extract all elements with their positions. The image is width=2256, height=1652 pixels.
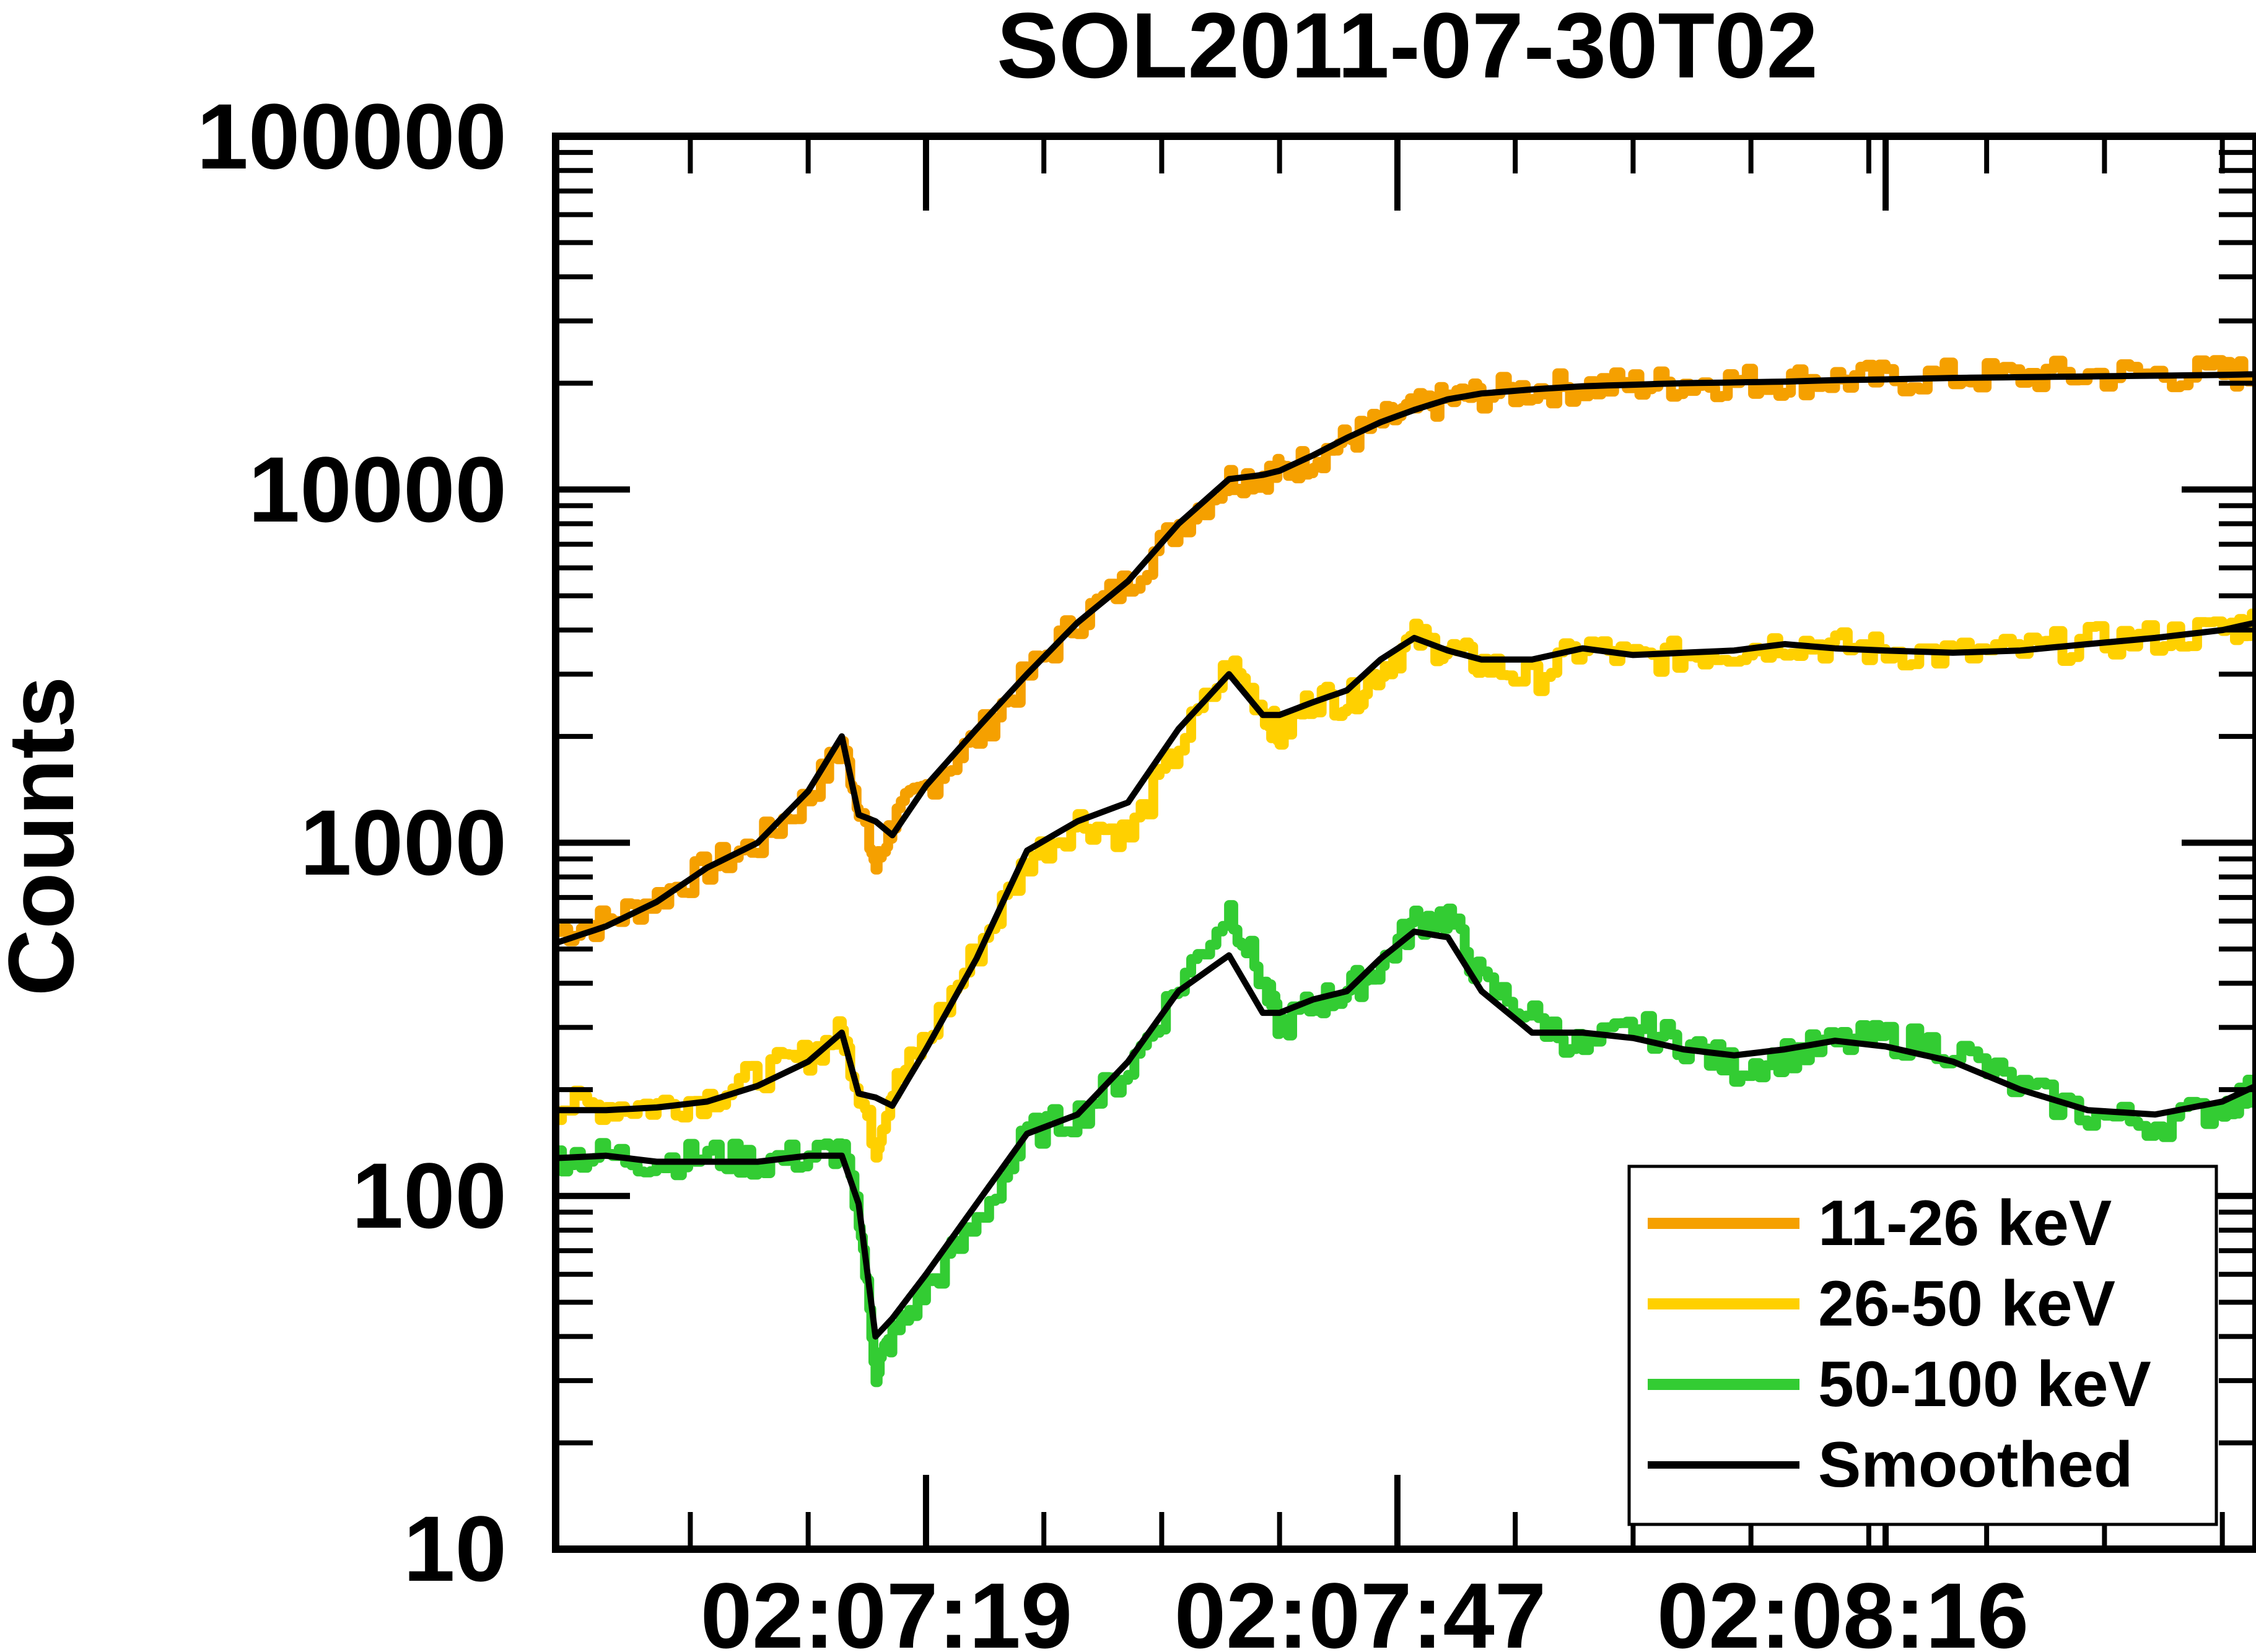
chart-title: SOL2011-07-30T02 — [997, 0, 1818, 97]
series-smoothed-50-100-kev — [555, 929, 2256, 1340]
y-tick-label-10000: 10000 — [248, 437, 507, 541]
series-smoothed-11-26-kev — [554, 371, 2256, 946]
x-tick-label-2: 02:07:47 — [1174, 1563, 1546, 1652]
y-axis-label: Counts — [0, 676, 93, 997]
series-smoothed-26-50-kev — [556, 619, 2256, 1114]
legend-label-50-100: 50-100 keV — [1818, 1348, 2151, 1420]
legend-label-smoothed: Smoothed — [1818, 1429, 2133, 1501]
y-tick-label-100: 100 — [352, 1143, 507, 1248]
legend-label-26-50: 26-50 keV — [1818, 1268, 2115, 1340]
series-layer — [554, 355, 2256, 1388]
x-tick-labels: 02:07:19 02:07:47 02:08:16 — [701, 1563, 2029, 1652]
y-tick-label-1000: 1000 — [300, 790, 507, 894]
y-tick-labels: 10 100 1000 10000 100000 — [196, 84, 507, 1601]
y-tick-label-10: 10 — [403, 1497, 507, 1601]
x-tick-label-1: 02:07:19 — [701, 1563, 1072, 1652]
legend: 11-26 keV 26-50 keV 50-100 keV Smoothed — [1627, 1165, 2218, 1526]
series-26-50-kev — [556, 608, 2256, 1163]
x-tick-label-3: 02:08:16 — [1657, 1563, 2029, 1652]
plot-frame — [552, 133, 2256, 1553]
legend-label-11-26: 11-26 keV — [1818, 1187, 2112, 1259]
y-tick-label-100000: 100000 — [196, 84, 507, 188]
